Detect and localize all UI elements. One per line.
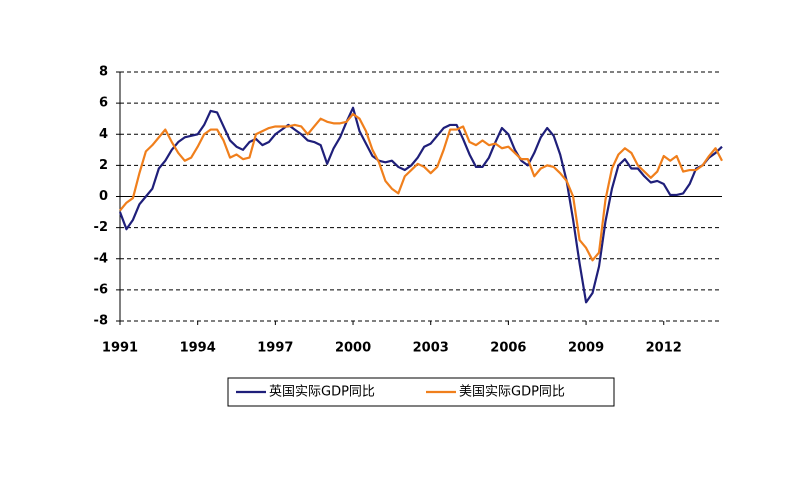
- legend-label: 美国实际GDP同比: [459, 385, 565, 400]
- x-tick-label: 2003: [413, 341, 449, 356]
- y-tick-label: -2: [94, 220, 108, 235]
- y-tick-label: -4: [94, 251, 108, 266]
- legend-box: [227, 377, 615, 407]
- legend: 英国实际GDP同比 美国实际GDP同比: [236, 385, 565, 400]
- y-tick-label: 4: [99, 127, 108, 142]
- x-tick-label: 1991: [102, 341, 138, 356]
- y-tick-label: 0: [99, 189, 108, 204]
- y-tick-label: -8: [94, 314, 108, 329]
- y-tick-label: -6: [94, 282, 108, 297]
- x-tick-label: 2000: [335, 341, 371, 356]
- x-tick-label: 2006: [490, 341, 526, 356]
- legend-label: 英国实际GDP同比: [269, 385, 375, 400]
- series-line: [119, 112, 723, 262]
- x-tick-label: 1997: [257, 341, 293, 356]
- x-tick-label: 2009: [568, 341, 604, 356]
- y-tick-label: 2: [99, 158, 108, 173]
- series-line: [118, 106, 723, 304]
- y-tick-label: 8: [99, 65, 108, 80]
- x-tick-label: 1994: [180, 341, 216, 356]
- y-tick-label: 6: [99, 96, 108, 111]
- x-tick-label: 2012: [646, 341, 682, 356]
